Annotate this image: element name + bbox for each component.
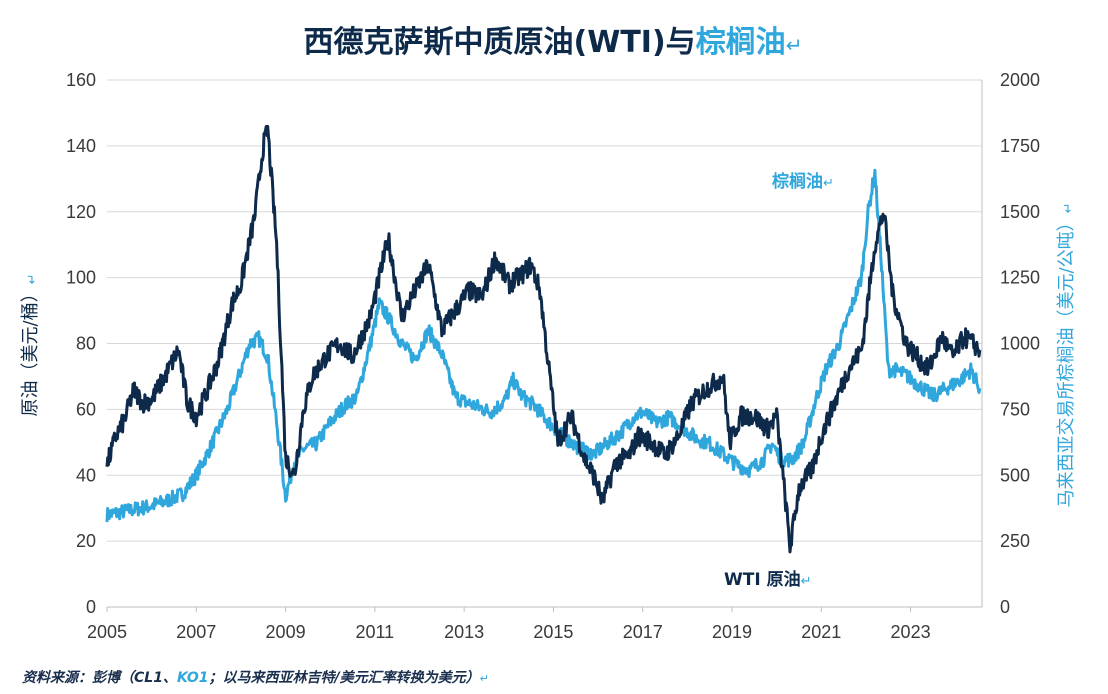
source-note-prefix: 资料来源：彭博（CL1、	[22, 669, 177, 686]
right-tick-label: 1500	[1000, 202, 1040, 222]
right-tick-label: 2000	[1000, 70, 1040, 90]
left-tick-label: 20	[76, 531, 96, 551]
chart-title-part1: 西德克萨斯中质原油(WTI)与	[304, 25, 696, 60]
x-tick-label: 2005	[87, 622, 127, 642]
left-tick-label: 100	[66, 268, 96, 288]
right-tick-label: 750	[1000, 399, 1030, 419]
x-tick-label: 2007	[176, 622, 216, 642]
chart-title-mark: ↵	[786, 33, 803, 57]
right-tick-label: 1250	[1000, 268, 1040, 288]
x-tick-label: 2021	[801, 622, 841, 642]
left-axis-label-text: 原油（美元/桶）	[20, 284, 41, 416]
right-axis-ticks: 0 250 500 750 1000 1250 1500 1750 2000	[1000, 70, 1040, 617]
x-tick-label: 2009	[266, 622, 306, 642]
source-note-suffix: ；以马来西亚林吉特/美元汇率转换为美元）	[209, 669, 480, 686]
left-tick-label: 0	[86, 597, 96, 617]
left-tick-label: 80	[76, 334, 96, 354]
left-axis-label-mark: ↵	[25, 274, 40, 285]
right-axis-label: 马来西亚交易所棕榈油（美元/公吨）↵	[1056, 203, 1077, 508]
wti-annotation: WTI 原油↵	[724, 569, 812, 590]
left-axis-label: 原油（美元/桶）↵	[20, 274, 41, 417]
source-note-mark: ↵	[480, 672, 489, 685]
right-tick-label: 1750	[1000, 136, 1040, 156]
x-tick-label: 2017	[623, 622, 663, 642]
right-tick-label: 250	[1000, 531, 1030, 551]
wti-annotation-mark: ↵	[801, 574, 812, 589]
svg-text:原油（美元/桶）↵: 原油（美元/桶）↵	[20, 274, 41, 417]
x-tick-label: 2013	[444, 622, 484, 642]
x-tick-label: 2023	[891, 622, 931, 642]
x-tick-label: 2015	[533, 622, 573, 642]
left-tick-label: 160	[66, 70, 96, 90]
left-tick-label: 60	[76, 399, 96, 419]
x-tick-label: 2011	[355, 622, 394, 642]
right-axis-label-text: 马来西亚交易所棕榈油（美元/公吨）	[1056, 213, 1077, 507]
series-line-wti	[105, 124, 982, 554]
series-line-palm-oil	[105, 168, 982, 523]
left-tick-label: 40	[76, 465, 96, 485]
palm-annotation: 棕榈油↵	[772, 171, 834, 192]
series-group	[105, 124, 982, 554]
right-tick-label: 1000	[1000, 334, 1040, 354]
chart-title: 西德克萨斯中质原油(WTI)与棕榈油↵	[304, 25, 803, 60]
x-axis-ticks: 2005 2007 2009 2011 2013 2015 2017 2019 2021 2023	[87, 607, 931, 642]
chart-title-part2: 棕榈油	[696, 25, 786, 60]
left-axis-ticks: 0 20 40 60 80 100 120 140 160	[66, 70, 96, 617]
right-tick-label: 0	[1000, 597, 1010, 617]
right-axis-label-mark: ↵	[1061, 203, 1076, 214]
palm-annotation-mark: ↵	[823, 176, 834, 191]
x-tick-label: 2019	[712, 622, 752, 642]
left-tick-label: 140	[66, 136, 96, 156]
svg-text:马来西亚交易所棕榈油（美元/公吨）↵: 马来西亚交易所棕榈油（美元/公吨）↵	[1056, 203, 1077, 508]
right-tick-label: 500	[1000, 465, 1030, 485]
source-note: 资料来源：彭博（CL1、KO1；以马来西亚林吉特/美元汇率转换为美元）↵	[22, 669, 489, 686]
wti-annotation-text: WTI 原油	[724, 569, 801, 590]
left-tick-label: 120	[66, 202, 96, 222]
source-note-ko: KO1	[177, 670, 209, 686]
palm-annotation-text: 棕榈油	[772, 171, 823, 192]
